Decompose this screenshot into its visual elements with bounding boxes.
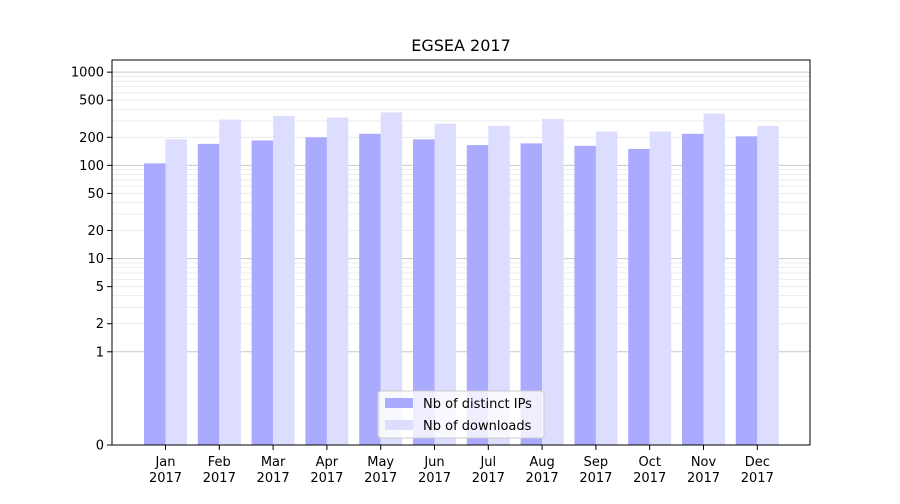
x-tick-label-year: 2017 (149, 471, 182, 486)
bar-downloads (219, 119, 241, 446)
legend-box (377, 390, 545, 439)
y-tick-label: 500 (79, 94, 104, 109)
x-tick-label-year: 2017 (472, 471, 505, 486)
x-tick-label-year: 2017 (526, 471, 559, 486)
bar-distinct-ips (413, 139, 435, 445)
bar-downloads (542, 118, 564, 445)
y-tick-label: 0 (96, 439, 104, 454)
bar-distinct-ips (305, 137, 327, 445)
bar-distinct-ips (197, 143, 220, 445)
x-tick-label-year: 2017 (310, 471, 343, 486)
bar-distinct-ips (251, 140, 274, 445)
x-tick-label-year: 2017 (633, 471, 666, 486)
bar-downloads (488, 125, 510, 446)
x-tick-label-year: 2017 (257, 471, 290, 486)
chart-title: EGSEA 2017 (411, 36, 511, 55)
bar-distinct-ips (520, 143, 543, 445)
x-tick-label-month: Apr (316, 455, 339, 470)
bar-distinct-ips (144, 163, 166, 445)
y-tick-label: 200 (79, 131, 104, 146)
x-tick-label-month: Oct (638, 455, 660, 470)
x-tick-label-year: 2017 (203, 471, 236, 486)
y-tick-label: 1000 (71, 66, 104, 81)
y-tick-label: 20 (87, 224, 104, 239)
bar-downloads (649, 131, 672, 445)
bars (144, 112, 779, 446)
x-tick-label-year: 2017 (579, 471, 612, 486)
y-tick-label: 50 (87, 187, 104, 202)
x-tick-label-year: 2017 (741, 471, 774, 486)
legend-swatch-downloads (385, 420, 413, 430)
x-tick-label-month: Mar (261, 455, 286, 470)
x-tick-label-month: Dec (745, 455, 770, 470)
bar-distinct-ips (735, 136, 758, 445)
x-tick-label-month: Jul (479, 455, 496, 470)
y-tick-label: 10 (87, 252, 104, 267)
x-tick-label-month: Jan (154, 455, 175, 470)
x-tick-label-month: Jun (423, 455, 444, 470)
y-tick-label: 1 (96, 345, 104, 360)
legend-label-downloads: Nb of downloads (423, 419, 532, 434)
y-tick-label: 5 (96, 280, 104, 295)
bar-distinct-ips (574, 145, 596, 445)
x-tick-label-year: 2017 (418, 471, 451, 486)
bar-distinct-ips (682, 133, 704, 445)
legend-label-distinct-ips: Nb of distinct IPs (423, 397, 532, 412)
x-axis: Jan2017Feb2017Mar2017Apr2017May2017Jun20… (149, 445, 774, 486)
y-tick-label: 2 (96, 317, 104, 332)
bar-downloads (595, 131, 618, 445)
bar-downloads (380, 112, 403, 446)
y-tick-label: 100 (79, 159, 104, 174)
y-axis: 0 1 2 5 10 20 50 100 200 500 1000 (71, 66, 112, 454)
legend: Nb of distinct IPs Nb of downloads (377, 390, 545, 439)
bar-downloads (703, 113, 725, 445)
x-tick-label-month: Sep (584, 455, 609, 470)
x-tick-label-year: 2017 (364, 471, 397, 486)
x-tick-label-month: May (367, 455, 394, 470)
bar-downloads (165, 139, 187, 445)
bar-distinct-ips (628, 148, 650, 445)
bar-downloads (434, 123, 456, 445)
bar-downloads (757, 125, 779, 446)
x-tick-label-month: Aug (529, 455, 554, 470)
bar-downloads (326, 117, 349, 446)
x-tick-label-month: Nov (691, 455, 717, 470)
bar-distinct-ips (466, 145, 489, 445)
bar-downloads (273, 115, 295, 446)
bar-distinct-ips (359, 133, 381, 445)
x-tick-label-year: 2017 (687, 471, 720, 486)
plot-area-frame (111, 59, 811, 446)
legend-swatch-distinct-ips (385, 398, 413, 408)
x-tick-label-month: Feb (208, 455, 231, 470)
